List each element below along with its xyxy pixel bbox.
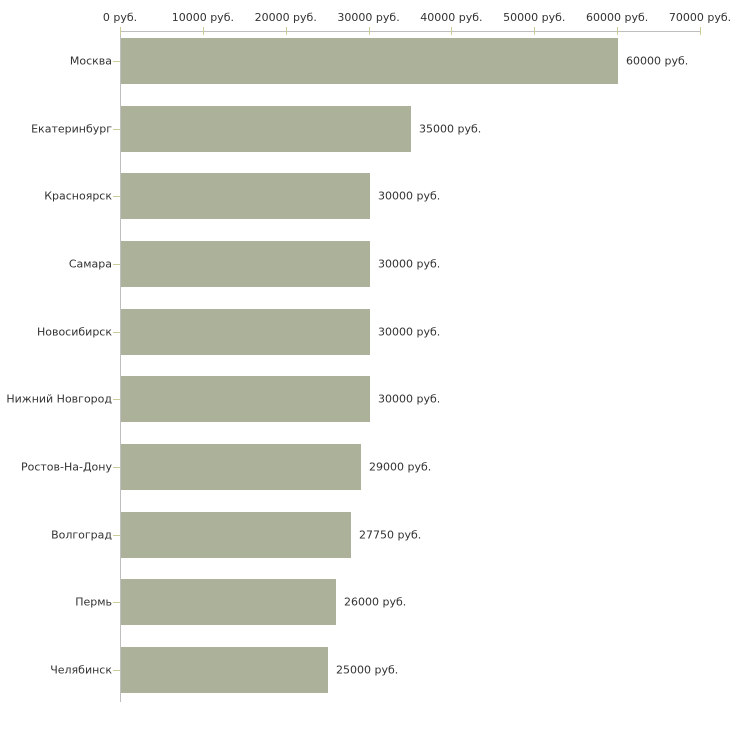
bar	[121, 579, 336, 626]
x-axis-tick-label: 40000 руб.	[420, 11, 483, 24]
category-label: Москва	[69, 54, 112, 68]
category-tick	[113, 399, 120, 401]
bar-value-label: 25000 руб.	[336, 663, 399, 677]
x-axis-tick-label: 10000 руб.	[171, 11, 234, 24]
bar	[121, 308, 370, 355]
category-tick	[113, 602, 120, 604]
category-label: Екатеринбург	[31, 122, 112, 136]
x-axis-tick	[368, 27, 370, 35]
bar	[121, 173, 370, 220]
category-label: Новосибирск	[36, 325, 112, 339]
x-axis-tick-label: 50000 руб.	[503, 11, 566, 24]
x-axis-tick-label: 70000 руб.	[668, 11, 730, 24]
bar-value-label: 35000 руб.	[419, 122, 482, 136]
bar-value-label: 60000 руб.	[626, 54, 689, 68]
category-label: Челябинск	[50, 663, 112, 677]
x-axis-tick	[285, 27, 287, 35]
x-axis-tick-label: 20000 руб.	[254, 11, 317, 24]
bar	[121, 38, 618, 84]
x-axis-tick-label: 30000 руб.	[337, 11, 400, 24]
category-label: Самара	[68, 257, 112, 271]
category-tick	[113, 534, 120, 536]
bar-value-label: 30000 руб.	[378, 392, 441, 406]
bar	[121, 443, 361, 490]
bar-value-label: 30000 руб.	[378, 325, 441, 339]
bar	[121, 376, 370, 423]
x-axis-tick	[202, 27, 204, 35]
category-tick	[113, 669, 120, 671]
bar-value-label: 30000 руб.	[378, 257, 441, 271]
bar	[121, 511, 351, 558]
x-axis-line	[120, 31, 701, 32]
category-tick	[113, 128, 120, 130]
category-label: Пермь	[75, 595, 112, 609]
category-tick	[113, 196, 120, 198]
x-axis-tick	[617, 27, 619, 35]
category-tick	[113, 263, 120, 265]
category-tick	[113, 61, 120, 62]
category-tick	[113, 331, 120, 333]
x-axis-tick	[451, 27, 453, 35]
category-label: Нижний Новгород	[6, 392, 112, 406]
category-label: Волгоград	[51, 528, 112, 542]
x-axis-tick	[700, 27, 701, 35]
x-axis-tick-label: 60000 руб.	[586, 11, 649, 24]
bar	[121, 105, 411, 152]
x-axis-tick	[534, 27, 536, 35]
bar	[121, 646, 328, 693]
y-axis-line	[120, 31, 121, 702]
bar-value-label: 27750 руб.	[359, 528, 422, 542]
x-axis-tick	[120, 27, 121, 35]
category-label: Красноярск	[44, 189, 112, 203]
bar-value-label: 29000 руб.	[369, 460, 432, 474]
bar-value-label: 26000 руб.	[344, 595, 407, 609]
category-tick	[113, 466, 120, 468]
bar	[121, 240, 370, 287]
x-axis-tick-label: 0 руб.	[102, 11, 138, 24]
category-label: Ростов-На-Дону	[20, 460, 112, 474]
bar-value-label: 30000 руб.	[378, 189, 441, 203]
